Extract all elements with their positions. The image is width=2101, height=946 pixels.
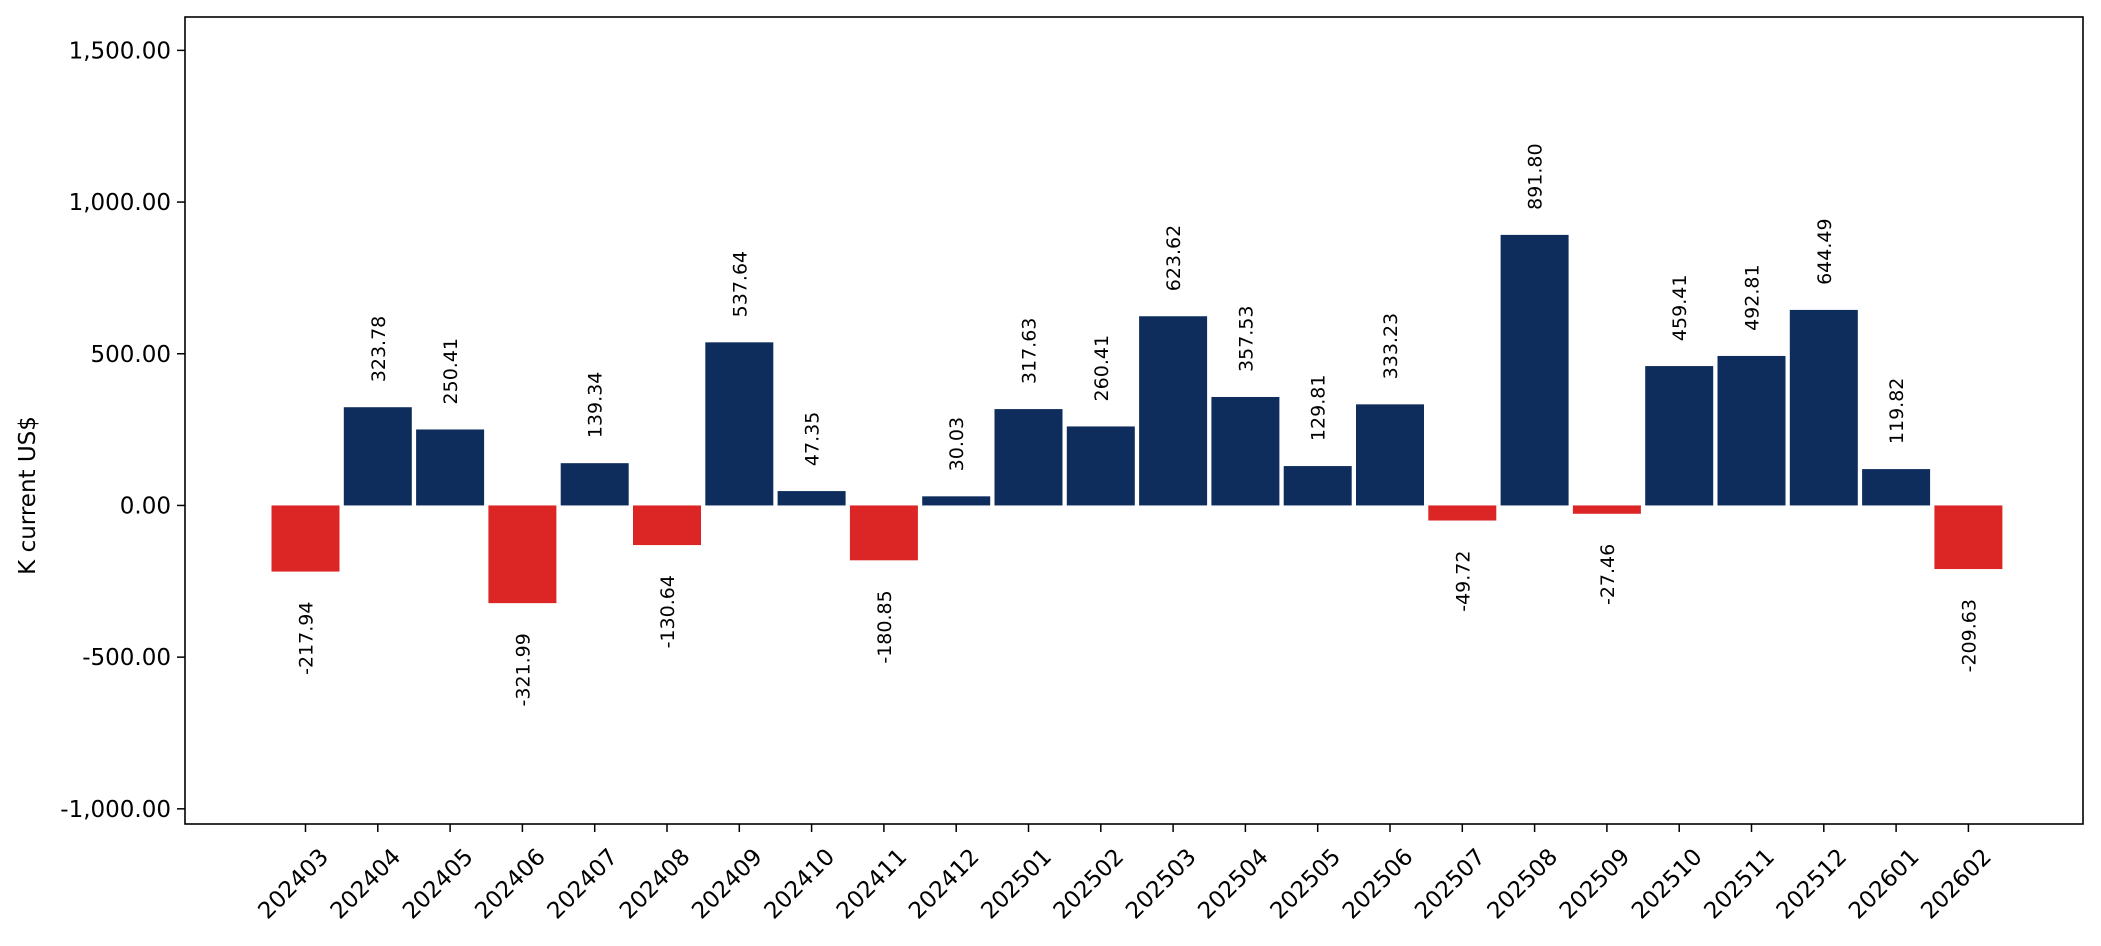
x-tick-label-202411: 202411 [832, 844, 912, 924]
y-tick-label: -500.00 [82, 645, 171, 671]
bar-202505 [1283, 466, 1352, 506]
x-tick-label-202501: 202501 [976, 844, 1056, 924]
data-label-202508: 891.80 [1525, 143, 1547, 209]
data-label-202406: -321.99 [512, 633, 534, 706]
data-label-202505: 129.81 [1308, 375, 1330, 441]
bars-layer [271, 234, 2003, 604]
data-label-202511: 492.81 [1742, 264, 1764, 330]
bar-202504 [1211, 396, 1280, 506]
x-tick-label-202508: 202508 [1483, 844, 1563, 924]
y-tick-label: 0.00 [120, 493, 171, 519]
data-label-202509: -27.46 [1597, 544, 1619, 605]
data-label-202601: 119.82 [1886, 378, 1908, 444]
data-label-202408: -130.64 [657, 575, 679, 648]
bar-202404 [343, 407, 412, 506]
data-label-202503: 623.62 [1163, 225, 1185, 291]
x-tick-label-202407: 202407 [543, 844, 623, 924]
data-label-202506: 333.23 [1380, 313, 1402, 379]
data-label-202501: 317.63 [1019, 318, 1041, 384]
x-tick-label-202507: 202507 [1410, 844, 1490, 924]
x-tick-label-202406: 202406 [470, 844, 550, 924]
y-axis: -1,000.00 -500.00 0.00 500.00 1,000.00 1,500.… [60, 38, 185, 823]
data-label-202407: 139.34 [585, 372, 607, 438]
bar-202501 [994, 409, 1063, 506]
bar-202412 [922, 496, 991, 506]
bar-202503 [1139, 316, 1208, 506]
bar-202602 [1934, 505, 2003, 570]
data-label-202412: 30.03 [946, 417, 968, 471]
bar-202509 [1572, 505, 1641, 514]
data-label-202502: 260.41 [1091, 335, 1113, 401]
data-label-202405: 250.41 [440, 338, 462, 404]
x-tick-label-202506: 202506 [1338, 844, 1418, 924]
bar-202508 [1500, 234, 1569, 506]
bar-202405 [416, 429, 485, 506]
x-tick-label-202502: 202502 [1049, 844, 1129, 924]
x-tick-label-202504: 202504 [1193, 844, 1273, 924]
y-tick-label: -1,000.00 [60, 797, 171, 823]
x-tick-label-202601: 202601 [1844, 844, 1924, 924]
bar-202403 [271, 505, 340, 572]
y-tick-label: 1,000.00 [69, 190, 171, 216]
bar-202601 [1862, 469, 1931, 506]
bar-202510 [1645, 366, 1714, 506]
data-label-202403: -217.94 [296, 602, 318, 675]
x-tick-label-202602: 202602 [1916, 844, 1996, 924]
bar-202408 [633, 505, 701, 546]
bar-202411 [849, 505, 918, 561]
data-label-202411: -180.85 [874, 590, 896, 663]
data-labels-layer: -217.94 323.78 250.41 -321.99 139.34 -130.64 5… [296, 143, 1981, 706]
data-label-202510: 459.41 [1669, 275, 1691, 341]
bar-202507 [1428, 505, 1497, 521]
x-tick-label-202403: 202403 [253, 844, 333, 924]
bar-202410 [777, 491, 846, 506]
data-label-202404: 323.78 [368, 316, 390, 382]
data-label-202602: -209.63 [1958, 599, 1980, 672]
x-tick-label-202505: 202505 [1266, 844, 1346, 924]
bar-202511 [1717, 355, 1786, 506]
data-label-202507: -49.72 [1452, 551, 1474, 612]
x-tick-label-202408: 202408 [615, 844, 695, 924]
x-tick-label-202412: 202412 [904, 844, 984, 924]
bar-202512 [1789, 309, 1858, 506]
bar-202409 [705, 342, 774, 506]
x-tick-label-202409: 202409 [687, 844, 767, 924]
y-tick-label: 1,500.00 [69, 38, 171, 64]
data-label-202512: 644.49 [1814, 218, 1836, 284]
data-label-202409: 537.64 [729, 251, 751, 317]
y-axis-label: K current US$ [15, 416, 41, 575]
x-tick-label-202511: 202511 [1699, 844, 1779, 924]
plot-frame [184, 16, 2084, 825]
data-label-202504: 357.53 [1235, 305, 1257, 371]
x-tick-label-202405: 202405 [398, 844, 478, 924]
bar-202407 [560, 463, 629, 506]
y-tick-label: 500.00 [91, 342, 171, 368]
x-tick-label-202512: 202512 [1772, 844, 1852, 924]
bar-202502 [1066, 426, 1135, 506]
x-tick-label-202404: 202404 [326, 844, 406, 924]
x-tick-label-202510: 202510 [1627, 844, 1707, 924]
x-axis: 2024032024042024052024062024072024082024… [253, 824, 1997, 925]
bar-202506 [1356, 404, 1424, 506]
bar-202406 [488, 505, 557, 604]
data-label-202410: 47.35 [802, 412, 824, 466]
x-tick-label-202410: 202410 [760, 844, 840, 924]
x-tick-label-202503: 202503 [1121, 844, 1201, 924]
x-tick-label-202509: 202509 [1555, 844, 1635, 924]
